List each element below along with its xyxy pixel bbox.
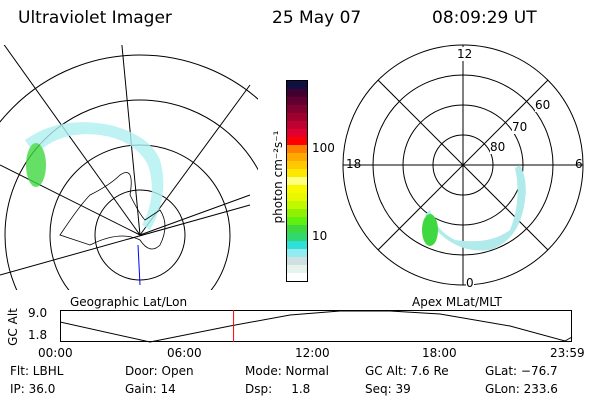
colorbar-swatch [287,145,307,153]
colorbar-swatch [287,217,307,225]
xtick-1: 06:00 [167,346,202,360]
lat-60: 60 [535,98,551,112]
antarctica-outline [59,172,166,250]
glat: GLat: −76.7 [485,364,558,378]
colorbar-swatch [287,137,307,145]
gain: Gain: 14 [125,382,176,396]
colorbar-swatch [287,241,307,249]
colorbar-tick-100: 100 [312,141,335,155]
altitude-plot [60,310,573,343]
colorbar-swatch [287,225,307,233]
xtick-0: 00:00 [38,346,73,360]
alt-ytick-low: 1.8 [28,328,48,342]
colorbar-swatch [287,105,307,113]
colorbar-swatch [287,129,307,137]
colorbar-swatch [287,273,307,281]
colorbar-swatch [287,161,307,169]
mode: Mode: Normal [245,364,329,378]
right-map-caption: Apex MLat/MLT [412,295,502,309]
colorbar-swatch [287,257,307,265]
magnetic-polar-map [342,44,584,286]
aurora-oval [25,122,164,230]
colorbar-swatch [287,201,307,209]
mlt-6: 6 [575,157,583,171]
colorbar-swatch [287,121,307,129]
colorbar-swatch [287,233,307,241]
colorbar-swatch [287,113,307,121]
colorbar-swatch [287,81,307,89]
door: Door: Open [125,364,194,378]
colorbar-swatch [287,169,307,177]
colorbar-swatch [287,177,307,185]
mlt-18: 18 [346,157,362,171]
glon: GLon: 233.6 [485,382,558,396]
colorbar-swatch [287,89,307,97]
date: 25 May 07 [272,8,362,28]
dsp: Dsp: 1.8 [245,382,311,396]
filter: Flt: LBHL [10,364,64,378]
ip: IP: 36.0 [10,382,56,396]
geographic-map [0,45,258,290]
seq: Seq: 39 [365,382,411,396]
mlt-0: 0 [466,276,474,290]
left-map-caption: Geographic Lat/Lon [70,295,188,309]
gc-alt: GC Alt: 7.6 Re [365,364,449,378]
alt-ylabel: GC Alt [5,308,20,346]
xtick-3: 18:00 [422,346,457,360]
colorbar-swatch [287,185,307,193]
colorbar-swatch [287,97,307,105]
xtick-2: 12:00 [295,346,330,360]
lat-70: 70 [512,120,528,134]
mlt-12: 12 [457,47,473,61]
xtick-4: 23:59 [550,346,585,360]
colorbar-tick-10: 10 [312,229,328,243]
lat-80: 80 [490,140,506,154]
colorbar-swatch [287,209,307,217]
colorbar-label: photon cm⁻²s⁻¹ [271,130,285,224]
time: 08:09:29 UT [432,8,537,28]
colorbar-swatch [287,249,307,257]
colorbar [286,80,308,282]
colorbar-swatch [287,153,307,161]
colorbar-swatch [287,265,307,273]
alt-ytick-high: 9.0 [28,306,48,320]
colorbar-swatch [287,193,307,201]
instrument-title: Ultraviolet Imager [18,8,172,28]
